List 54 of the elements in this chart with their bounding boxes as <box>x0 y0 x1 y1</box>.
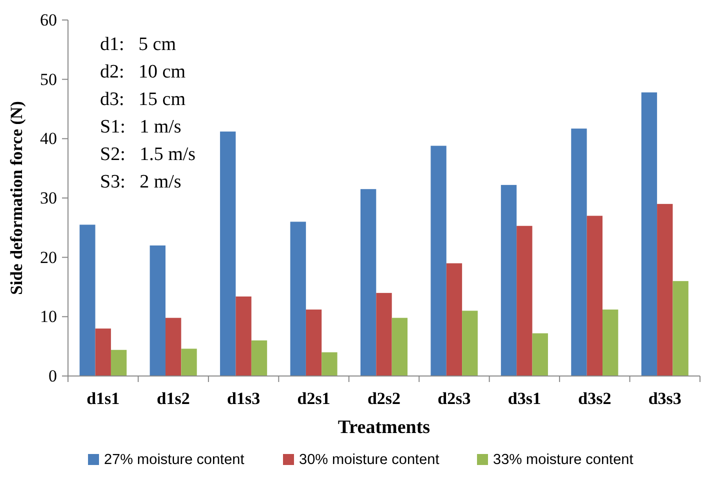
bar <box>110 350 127 376</box>
x-tick-label: d1s1 <box>86 389 120 408</box>
annotation: d3: 15 cm <box>100 89 186 110</box>
bar <box>181 348 197 376</box>
x-axis-title: Treatments <box>338 417 430 438</box>
y-tick-label: 60 <box>40 10 57 30</box>
y-tick-label: 20 <box>40 248 57 267</box>
y-tick-label: 10 <box>40 307 57 326</box>
bar <box>571 128 587 376</box>
bar <box>236 296 252 376</box>
x-tick-label: d2s2 <box>367 389 401 408</box>
legend-label: 27% moisture content <box>104 452 244 468</box>
legend-label: 30% moisture content <box>299 452 440 468</box>
bar <box>80 224 96 376</box>
annotation: S2: 1.5 m/s <box>100 144 196 165</box>
bar <box>360 189 376 376</box>
annotation: S1: 1 m/s <box>100 116 182 138</box>
bar <box>500 184 517 376</box>
x-tick-label: d3s2 <box>578 389 612 408</box>
y-axis-title: Side deformation force (N) <box>7 101 26 295</box>
bar <box>95 328 111 376</box>
bar <box>641 92 658 376</box>
bar <box>462 310 478 376</box>
y-tick-label: 30 <box>40 188 57 208</box>
x-tick-label: d2s3 <box>438 389 471 408</box>
bar <box>672 281 688 376</box>
bar <box>446 263 462 376</box>
x-tick-label: d1s3 <box>227 389 260 408</box>
annotation: d2: 10 cm <box>100 62 186 82</box>
bar <box>657 204 673 376</box>
x-tick-label: d3s3 <box>648 389 682 408</box>
y-tick-label: 40 <box>40 129 57 148</box>
bar <box>306 310 322 376</box>
bar <box>602 310 618 376</box>
bar <box>376 292 392 376</box>
bar <box>586 216 603 376</box>
x-tick-label: d2s1 <box>297 389 330 408</box>
bar <box>532 333 548 376</box>
bar <box>220 132 236 376</box>
bar <box>392 318 408 376</box>
y-tick-label: 50 <box>40 70 57 89</box>
bar <box>322 352 338 376</box>
bar <box>150 245 166 376</box>
x-tick-label: d3s1 <box>508 389 541 408</box>
x-tick-label: d1s2 <box>156 389 190 408</box>
bar <box>430 146 446 376</box>
bar <box>251 340 268 376</box>
bar <box>516 226 532 376</box>
legend-label: 33% moisture content <box>493 452 634 468</box>
annotation: d1: 5 cm <box>100 34 176 55</box>
annotation: S3: 2 m/s <box>100 172 182 192</box>
bar <box>165 318 182 376</box>
bar <box>290 222 306 376</box>
y-tick-label: 0 <box>48 366 57 386</box>
